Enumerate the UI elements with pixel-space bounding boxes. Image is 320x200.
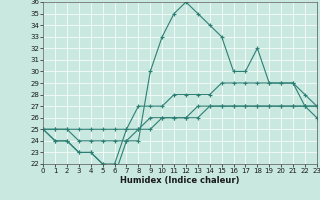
X-axis label: Humidex (Indice chaleur): Humidex (Indice chaleur) <box>120 176 240 185</box>
